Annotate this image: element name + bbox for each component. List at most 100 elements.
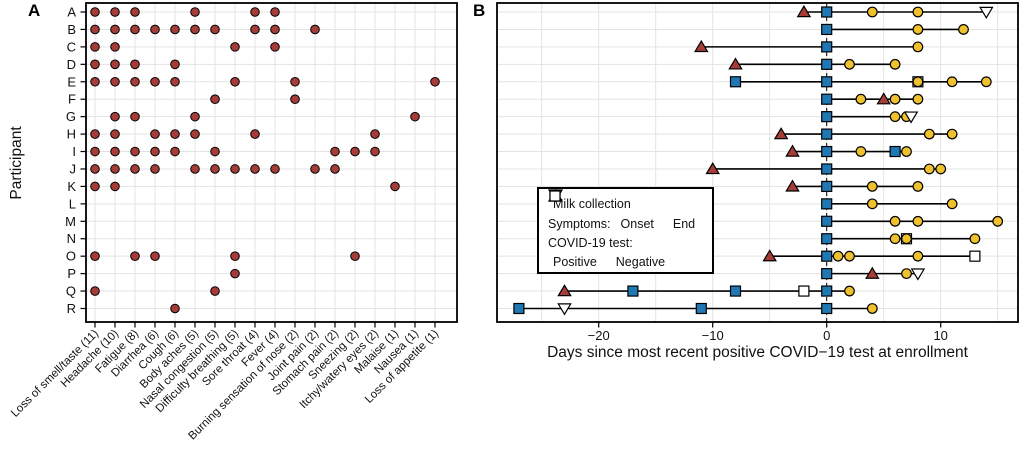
legend: Milk collection Symptoms: Onset End COVI… [537,187,714,274]
milk-collection-marker [855,93,867,105]
symptom-onset-marker [796,5,812,18]
positive-test-marker [821,250,833,262]
participant-tick-label: P [67,266,76,281]
symptom-dot [250,24,260,35]
symptom-dot [190,164,200,174]
symptom-end-marker [557,303,572,316]
symptom-dot [190,111,200,122]
symptom-onset-marker [865,266,880,279]
symptom-dot [310,24,320,35]
symptom-dot [390,181,400,192]
milk-collection-marker [844,285,855,297]
symptom-dot [90,59,100,70]
symptom-dot [210,146,220,157]
symptom-dot [150,76,160,87]
panel-a-border [85,2,458,323]
milk-collection-marker [901,146,912,157]
symptom-dot [330,164,340,174]
milk-collection-marker [912,215,924,227]
milk-collection-marker [889,111,901,123]
symptom-dot [170,303,180,314]
symptom-dot [190,129,200,139]
milk-collection-marker [923,163,935,175]
symptom-onset-marker [557,284,572,297]
legend-milk-label: Milk collection [553,197,631,211]
symptom-dot [170,76,180,87]
positive-test-marker [821,93,833,105]
milk-collection-marker [912,24,924,35]
milk-collection-marker [946,128,958,140]
symptom-dot [230,42,240,52]
symptom-dot [170,59,180,70]
symptom-dot [230,268,240,279]
symptom-dot [110,164,120,174]
positive-test-marker [695,302,707,315]
symptom-dot [90,7,100,17]
legend-test-label: COVID-19 test: [548,236,633,250]
symptom-dot [130,24,140,35]
symptom-dot [210,286,220,296]
symptom-dot [430,76,440,87]
symptom-dot [90,129,100,139]
symptom-end-marker [910,268,926,281]
symptom-dot [270,24,280,35]
legend-row-milk: Milk collection [548,190,712,214]
milk-collection-marker [844,250,855,262]
legend-symptoms-label: Symptoms: [548,217,611,231]
symptom-dot [110,42,120,52]
milk-collection-marker [889,58,901,70]
milk-collection-marker [912,93,924,105]
participant-tick-label: E [67,74,76,89]
milk-collection-marker [946,76,958,88]
milk-collection-marker [912,250,924,262]
day-tick-label: −10 [702,328,724,343]
symptom-dot [110,76,120,87]
symptom-dot [110,24,120,35]
symptom-dot [130,76,140,87]
symptom-dot [130,111,140,122]
milk-collection-marker [866,6,878,18]
participant-tick-label: H [67,127,76,142]
positive-test-marker [821,76,833,88]
milk-collection-marker [844,58,855,70]
positive-test-marker [821,268,833,280]
positive-test-marker [821,302,833,315]
symptom-dot [230,76,240,87]
panel-b-border [496,2,1019,323]
positive-test-marker [821,180,833,193]
positive-test-marker [821,233,833,245]
participant-tick-label: L [69,196,76,211]
participant-tick-label: O [66,249,76,264]
positive-test-marker [821,145,833,158]
milk-collection-marker [889,215,901,227]
symptom-onset-marker [785,179,800,192]
panel-b-plot-background [497,3,1018,322]
negative-test-icon [549,190,561,202]
symptom-dot [90,164,100,174]
symptom-tick-label: Loss of smell/taste (11) [9,328,101,420]
panel-a-label: A [28,1,41,20]
symptom-dot [150,146,160,157]
participant-tick-label: A [67,5,76,20]
legend-positive-label: Positive [553,255,597,269]
positive-test-marker [513,302,525,315]
symptom-dot [370,129,380,139]
symptom-onset-marker [694,39,709,53]
symptom-dot [210,94,220,105]
symptom-onset-marker [705,161,720,175]
symptom-dot [170,24,180,35]
participant-tick-label: N [67,231,76,246]
symptom-dot [90,42,100,52]
positive-test-marker [821,215,833,227]
symptom-dot [110,146,120,157]
symptom-dot [90,76,100,87]
positive-test-marker [729,285,742,297]
symptom-dot [170,146,180,157]
symptom-dot [270,164,280,174]
milk-collection-marker [866,303,878,314]
participant-tick-label: I [72,144,76,159]
participant-tick-label: J [70,161,77,176]
panel-b-x-axis-title: Days since most recent positive COVID−19… [547,344,968,361]
participant-tick-label: G [66,109,76,124]
panel-b-label: B [473,1,486,20]
